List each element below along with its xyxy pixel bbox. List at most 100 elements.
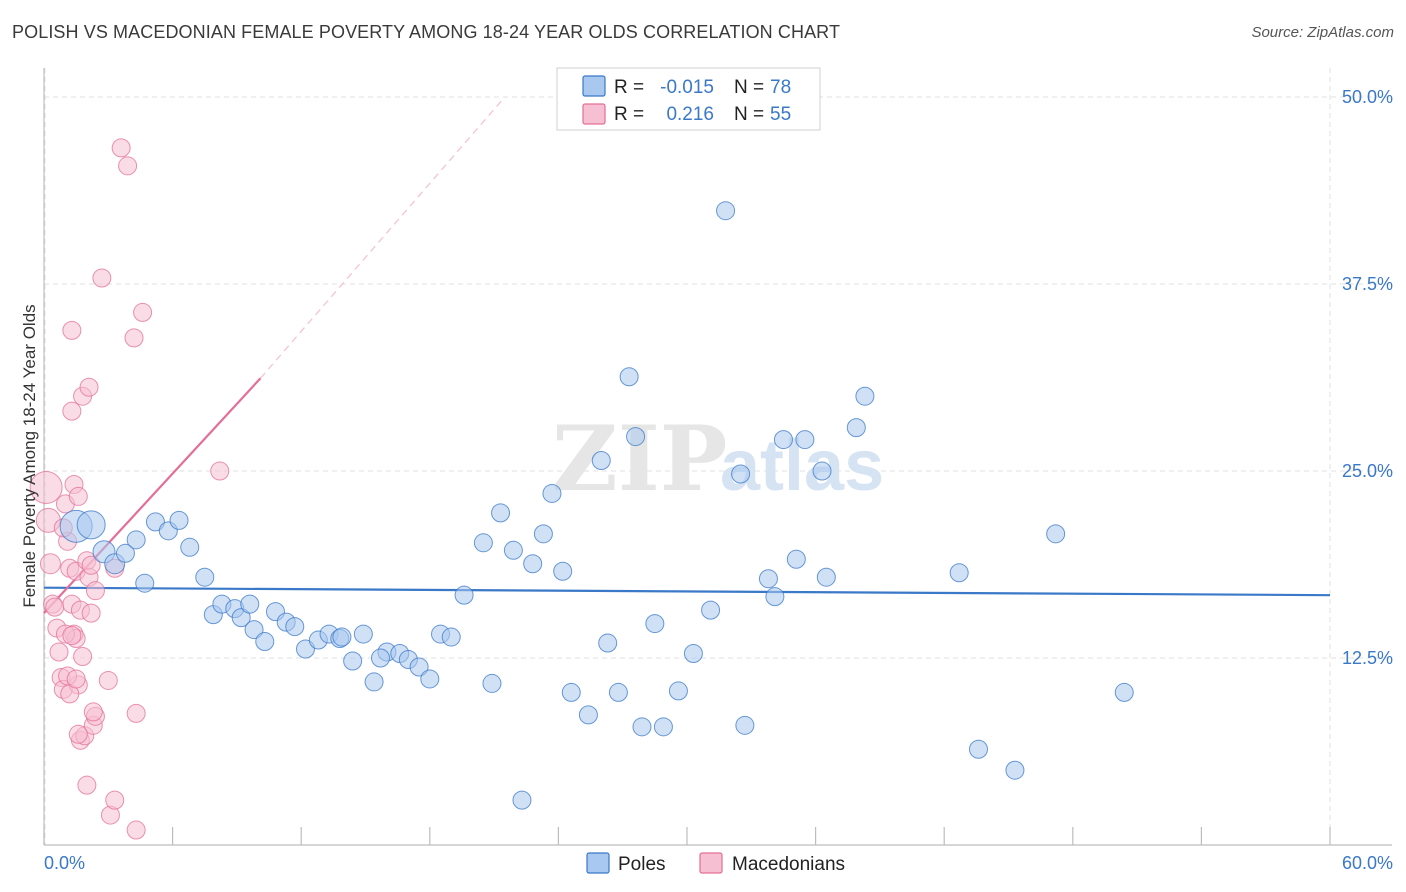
bottom-legend-macedonians: Macedonians xyxy=(732,854,845,875)
poles-point-67 xyxy=(846,418,866,438)
poles-point-53 xyxy=(653,717,673,737)
macedonians-point-41 xyxy=(98,670,118,690)
poles-point-51 xyxy=(632,717,652,737)
macedonians-point-6 xyxy=(49,642,69,662)
poles-point-1 xyxy=(76,510,106,540)
poles-point-46 xyxy=(591,451,611,471)
poles-point-5 xyxy=(126,530,146,550)
poles-point-9 xyxy=(169,510,189,530)
poles-point-71 xyxy=(1005,760,1025,780)
poles-point-70 xyxy=(968,739,988,759)
data-points xyxy=(29,138,1134,840)
macedonians-point-34 xyxy=(77,775,97,795)
legend-r-label-2: R = xyxy=(614,104,644,125)
legend-n-value-1: 78 xyxy=(770,77,791,98)
macedonians-point-51 xyxy=(210,461,230,481)
y-tick-label-1: 25.0% xyxy=(1342,461,1393,481)
macedonians-point-0 xyxy=(29,470,63,504)
poles-point-26 xyxy=(353,624,373,644)
poles-point-10 xyxy=(180,537,200,557)
poles-point-73 xyxy=(1114,682,1134,702)
poles-point-27 xyxy=(364,672,384,692)
poles-point-43 xyxy=(553,561,573,581)
macedonians-point-53 xyxy=(62,626,82,646)
poles-point-11 xyxy=(195,567,215,587)
poles-trend-line xyxy=(43,586,1331,597)
poles-point-56 xyxy=(701,600,721,620)
legend-swatch-poles xyxy=(582,75,606,97)
poles-point-54 xyxy=(668,681,688,701)
macedonians-point-38 xyxy=(81,555,101,575)
macedonians-point-50 xyxy=(126,703,146,723)
poles-point-4 xyxy=(115,543,135,563)
poles-point-16 xyxy=(244,620,264,640)
macedonians-point-37 xyxy=(85,581,105,601)
poles-point-17 xyxy=(255,632,275,652)
poles-point-50 xyxy=(626,427,646,447)
x-tick-label-0: 0.0% xyxy=(44,853,85,873)
x-tick-labels: 0.0% 60.0% xyxy=(44,853,1393,873)
macedonians-point-45 xyxy=(111,138,131,158)
macedonians-point-43 xyxy=(105,790,125,810)
y-tick-label-0: 12.5% xyxy=(1342,648,1393,668)
poles-point-63 xyxy=(786,549,806,569)
poles-point-55 xyxy=(683,644,703,664)
legend-r-label-1: R = xyxy=(614,77,644,98)
poles-point-42 xyxy=(542,483,562,503)
poles-point-48 xyxy=(608,682,628,702)
poles-point-45 xyxy=(578,705,598,725)
legend-box: R = -0.015 N = 78 R = 0.216 N = 55 xyxy=(556,67,821,131)
legend-n-label-1: N = xyxy=(734,77,764,98)
macedonians-point-24 xyxy=(68,486,88,506)
macedonians-point-4 xyxy=(45,597,65,617)
macedonians-point-36 xyxy=(83,702,103,722)
macedonians-point-47 xyxy=(124,328,144,348)
trend-lines xyxy=(43,96,1331,614)
poles-point-69 xyxy=(949,563,969,583)
macedonians-point-20 xyxy=(62,401,82,421)
poles-point-77 xyxy=(240,594,260,614)
poles-point-49 xyxy=(619,367,639,387)
y-tick-label-2: 37.5% xyxy=(1342,274,1393,294)
y-tick-label-3: 50.0% xyxy=(1342,87,1393,107)
macedonians-point-52 xyxy=(66,669,86,689)
macedonians-point-21 xyxy=(62,320,82,340)
watermark-zip: ZIP xyxy=(552,406,727,512)
poles-point-44 xyxy=(561,682,581,702)
legend-r-value-1: -0.015 xyxy=(660,77,714,98)
poles-point-31 xyxy=(409,657,429,677)
macedonians-point-35 xyxy=(79,377,99,397)
poles-point-58 xyxy=(731,464,751,484)
bottom-legend-swatch-poles xyxy=(586,852,610,874)
poles-point-38 xyxy=(491,503,511,523)
poles-point-64 xyxy=(795,430,815,450)
poles-point-25 xyxy=(343,651,363,671)
poles-point-65 xyxy=(812,461,832,481)
poles-point-37 xyxy=(482,673,502,693)
poles-point-32 xyxy=(420,669,440,689)
poles-point-36 xyxy=(473,533,493,553)
poles-point-57 xyxy=(716,201,736,221)
poles-point-34 xyxy=(441,627,461,647)
axes xyxy=(43,68,1392,846)
grid-lines xyxy=(44,68,1392,845)
poles-point-60 xyxy=(758,569,778,589)
poles-point-59 xyxy=(735,715,755,735)
poles-point-47 xyxy=(598,633,618,653)
chart-title: POLISH VS MACEDONIAN FEMALE POVERTY AMON… xyxy=(12,22,841,42)
legend-n-value-2: 55 xyxy=(770,104,791,125)
poles-point-15 xyxy=(231,608,251,628)
poles-point-6 xyxy=(135,573,155,593)
bottom-legend-poles: Poles xyxy=(618,854,666,875)
poles-point-74 xyxy=(512,790,532,810)
x-tick-label-1: 60.0% xyxy=(1342,853,1393,873)
poles-point-52 xyxy=(645,614,665,634)
poles-point-76 xyxy=(371,648,391,668)
poles-point-40 xyxy=(523,554,543,574)
poles-point-72 xyxy=(1046,524,1066,544)
macedonians-point-40 xyxy=(92,268,112,288)
legend-swatch-macedonians xyxy=(582,103,606,125)
bottom-legend-swatch-macedonians xyxy=(699,852,723,874)
macedonians-point-30 xyxy=(81,603,101,623)
y-tick-labels: 12.5% 25.0% 37.5% 50.0% xyxy=(1342,87,1393,668)
